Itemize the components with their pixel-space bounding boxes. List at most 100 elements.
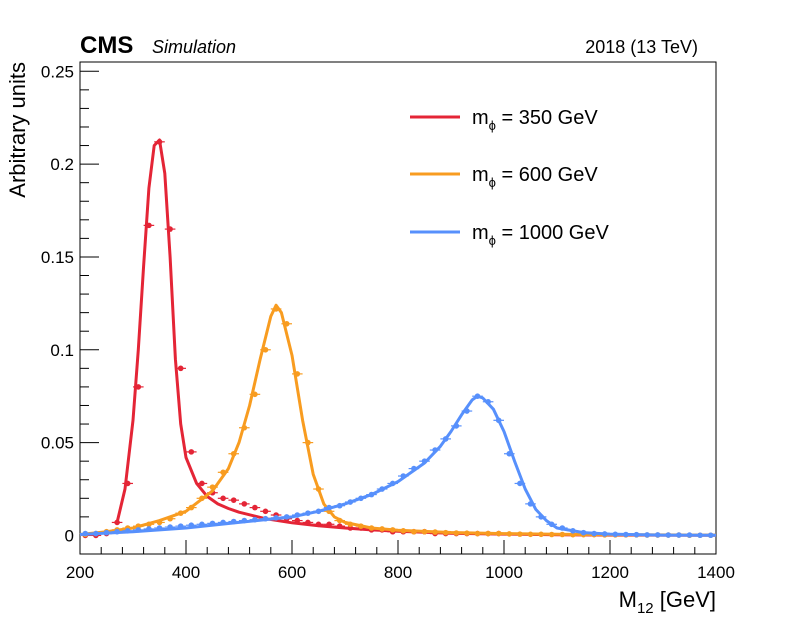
x-tick-label: 800 [384,563,412,582]
legend-subscript: ϕ [489,175,496,190]
x-axis-title-main: M [619,587,637,612]
data-point [517,480,523,487]
legend-prefix: m [472,164,489,186]
data-point [432,529,438,535]
data-point [103,529,110,536]
data-point [686,532,693,538]
legend-text: = 600 GeV [496,164,598,186]
data-point [220,519,226,526]
data-point [315,521,322,528]
data-point [676,532,682,538]
data-point [326,504,332,511]
data-point [156,139,163,145]
y-tick-label: 0.05 [41,434,74,453]
data-point [124,527,131,534]
data-point [644,532,650,538]
data-point [432,447,438,453]
data-point [633,531,640,538]
data-point [220,469,226,476]
data-point [283,514,290,520]
data-point [665,532,672,538]
y-axis: 0 0.05 0.1 0.15 0.2 0.25 [41,62,99,555]
legend-label: mϕ = 1000 GeV [472,222,609,248]
data-point [506,531,513,537]
data-point [336,502,343,509]
data-point [697,532,703,539]
data-point [188,504,195,511]
legend-subscript: ϕ [489,118,496,133]
data-point [347,499,354,505]
y-tick-label: 0.1 [50,341,74,360]
data-point [517,531,523,537]
x-tick-label: 1000 [485,563,523,582]
data-point [591,530,597,537]
data-point [421,458,428,464]
data-point [474,393,481,399]
legend-label: mϕ = 600 GeV [472,164,598,190]
data-point [358,495,364,502]
legend-item: mϕ = 1000 GeV [410,222,609,248]
data-point [294,517,301,524]
data-point [156,519,163,526]
data-point [273,306,279,312]
data-point [167,226,173,232]
legend-item: mϕ = 350 GeV [410,107,598,133]
data-point [548,521,555,528]
data-point [442,529,449,536]
x-axis-title-sub: 12 [637,600,654,617]
data-point [538,514,544,520]
y-axis-title: Arbitrary units [5,62,30,198]
data-point [389,480,396,487]
data-point [252,516,258,523]
data-point [230,450,237,457]
x-tick-label: 600 [278,563,306,582]
legend-subscript: ϕ [489,233,496,248]
data-point [114,519,120,526]
data-point [601,531,608,537]
data-point [347,521,354,528]
data-point [262,515,269,522]
data-point [379,526,385,532]
series-1000 [79,393,717,539]
data-point [485,530,491,537]
data-point [262,346,269,353]
data-point [707,532,714,539]
data-point [177,365,184,372]
data-point [464,530,470,537]
data-point [336,517,343,524]
legend-label: mϕ = 350 GeV [472,107,598,133]
data-point [485,398,491,405]
data-point [82,530,89,537]
data-point [241,501,248,507]
series-350 [80,138,717,539]
data-point [495,417,502,424]
data-point [326,521,332,528]
data-point [315,486,322,492]
data-point [548,531,555,538]
data-point [167,515,173,522]
data-point [411,465,417,472]
data-point [230,518,237,525]
y-tick-label: 0.25 [41,62,74,81]
data-point [559,525,566,531]
data-point [411,528,417,535]
x-tick-label: 400 [172,563,200,582]
x-axis: 200 400 600 800 1000 1200 1400 [66,540,735,582]
data-point [124,480,131,487]
data-point [389,527,396,533]
legend-text: = 350 GeV [496,107,598,129]
data-point [262,508,269,515]
legend-prefix: m [472,107,489,129]
data-point [474,530,481,537]
x-tick-label: 1400 [697,563,735,582]
x-tick-label: 200 [66,563,94,582]
data-point [442,436,449,442]
data-point [188,522,195,529]
data-point [580,529,587,536]
x-axis-title-unit: [GeV] [654,587,716,612]
x-tick-label: 1200 [591,563,629,582]
data-point [241,517,248,524]
data-point [400,473,407,479]
legend-prefix: m [472,222,489,244]
